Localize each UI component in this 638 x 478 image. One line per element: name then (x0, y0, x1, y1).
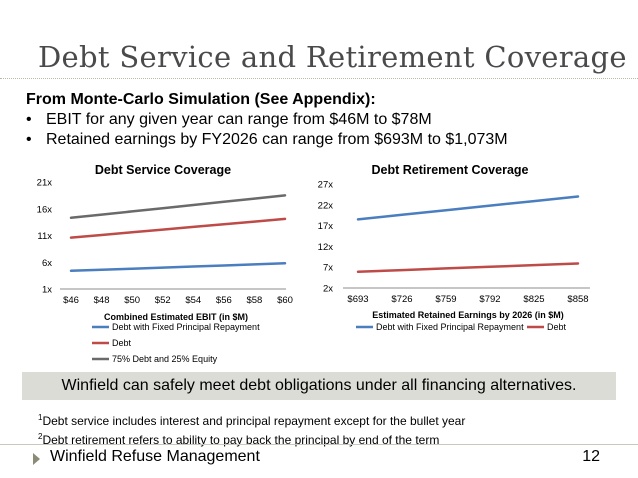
page-number: 12 (582, 448, 600, 465)
footnote-1-text: Debt service includes interest and princ… (42, 414, 466, 428)
footnote-1-marker: 1 (38, 413, 43, 422)
y-tick-label: 2x (323, 284, 333, 295)
series-line-1 (356, 262, 580, 274)
footer-company: Winfield Refuse Management (50, 448, 260, 465)
debt-retirement-coverage-chart: Debt Retirement Coverage 2x 7x 12x 17x 22x 27x… (318, 163, 590, 332)
bullet-dot-icon: • (26, 111, 32, 128)
x-tick-label: $58 (246, 295, 262, 306)
debt-service-coverage-chart: Debt Service Coverage 1x 6x 11x 16x 21x $46 $48… (37, 163, 293, 364)
legend-label-1: Debt (112, 338, 132, 348)
y-tick-label: 17x (318, 221, 334, 232)
bullet-text: Retained earnings by FY2026 can range fr… (46, 131, 508, 148)
x-tick-label: $50 (124, 295, 140, 306)
x-tick-label: $792 (479, 294, 500, 305)
y-tick-label: 16x (37, 204, 53, 215)
slide-title: Debt Service and Retirement Coverage (38, 40, 627, 74)
bullet-dot-icon: • (26, 131, 32, 148)
series-line-1 (69, 217, 287, 239)
footer-divider (0, 444, 638, 445)
chart-title: Debt Retirement Coverage (372, 163, 529, 177)
legend-label-0: Debt with Fixed Principal Repayment (376, 322, 524, 332)
x-tick-label: $56 (216, 295, 232, 306)
legend-label-0: Debt with Fixed Principal Repayment (112, 322, 260, 332)
footnote-2-marker: 2 (38, 432, 43, 441)
bullet-item: • EBIT for any given year can range from… (26, 110, 508, 130)
x-tick-label: $52 (155, 295, 171, 306)
y-tick-label: 21x (37, 178, 53, 189)
title-divider (0, 78, 638, 79)
chart-title: Debt Service Coverage (95, 163, 231, 177)
y-tick-label: 27x (318, 180, 334, 191)
y-tick-label: 12x (318, 242, 334, 253)
x-tick-label: $46 (63, 295, 79, 306)
y-tick-label: 7x (323, 263, 333, 274)
series-line-0 (69, 262, 287, 273)
legend-label-2: 75% Debt and 25% Equity (112, 354, 218, 364)
x-axis-label: Combined Estimated EBIT (in $M) (104, 312, 248, 322)
intro-block: From Monte-Carlo Simulation (See Appendi… (26, 90, 508, 150)
series-line-2 (69, 194, 287, 220)
x-tick-label: $48 (94, 295, 110, 306)
x-tick-label: $693 (347, 294, 368, 305)
footer-arrow-icon (33, 453, 40, 465)
legend-label-1: Debt (547, 322, 567, 332)
footnote-2: 2Debt retirement refers to ability to pa… (38, 429, 465, 448)
footnotes: 1Debt service includes interest and prin… (38, 410, 465, 448)
y-tick-label: 1x (42, 285, 52, 296)
bullet-text: EBIT for any given year can range from $… (46, 111, 432, 128)
conclusion-banner: Winfield can safely meet debt obligation… (22, 372, 616, 400)
x-tick-label: $726 (391, 294, 412, 305)
footnote-1: 1Debt service includes interest and prin… (38, 410, 465, 429)
y-tick-label: 6x (42, 258, 52, 269)
footnote-2-text: Debt retirement refers to ability to pay… (42, 433, 440, 447)
y-tick-label: 11x (37, 231, 52, 242)
bullet-item: • Retained earnings by FY2026 can range … (26, 130, 508, 150)
x-tick-label: $60 (277, 295, 293, 306)
series-line-0 (356, 195, 580, 221)
x-tick-label: $54 (185, 295, 201, 306)
intro-lead: From Monte-Carlo Simulation (See Appendi… (26, 91, 376, 108)
x-axis-label: Estimated Retained Earnings by 2026 (in … (372, 310, 564, 320)
x-tick-label: $759 (435, 294, 456, 305)
x-tick-label: $858 (567, 294, 588, 305)
y-tick-label: 22x (318, 200, 334, 211)
x-tick-label: $825 (523, 294, 544, 305)
